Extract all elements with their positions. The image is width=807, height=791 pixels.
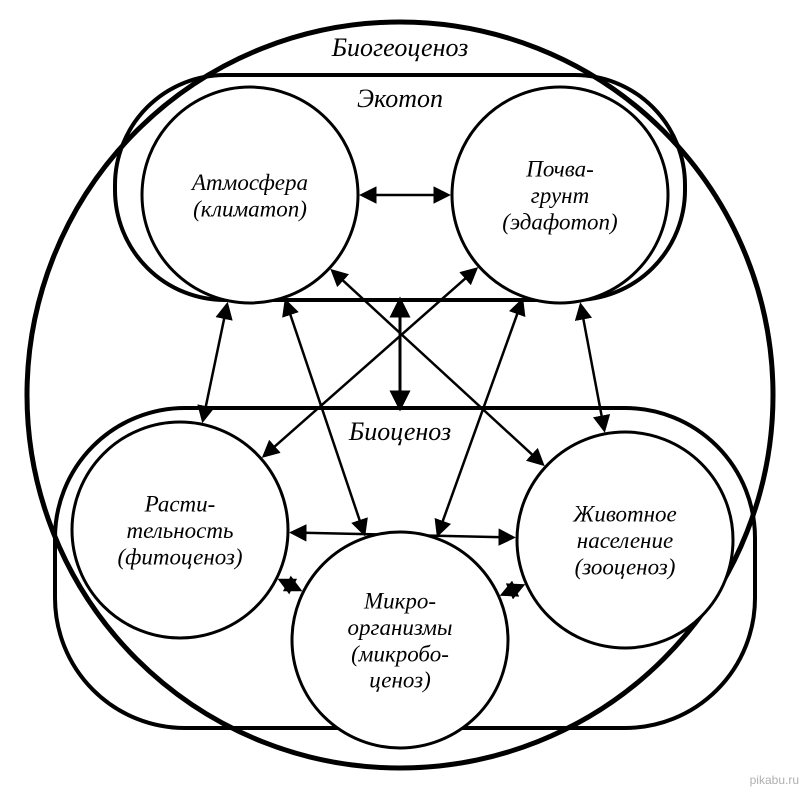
group-label-ecotop: Экотоп (357, 84, 443, 113)
outer-title: Биогеоценоз (331, 33, 469, 62)
edge-fauna-micro (502, 585, 522, 594)
node-label-fauna: Животноенаселение(зооценоз) (572, 502, 676, 580)
node-atmo (142, 87, 358, 303)
node-micro (292, 532, 508, 748)
node-label-atmo: Атмосфера(климатоп) (190, 170, 308, 221)
group-label-biocenosis: Биоценоз (348, 417, 451, 446)
edge-soil-fauna (581, 305, 605, 430)
edge-atmo-plants (203, 305, 227, 421)
edge-plants-micro (280, 580, 300, 590)
watermark-text: pikabu.ru (750, 773, 799, 787)
